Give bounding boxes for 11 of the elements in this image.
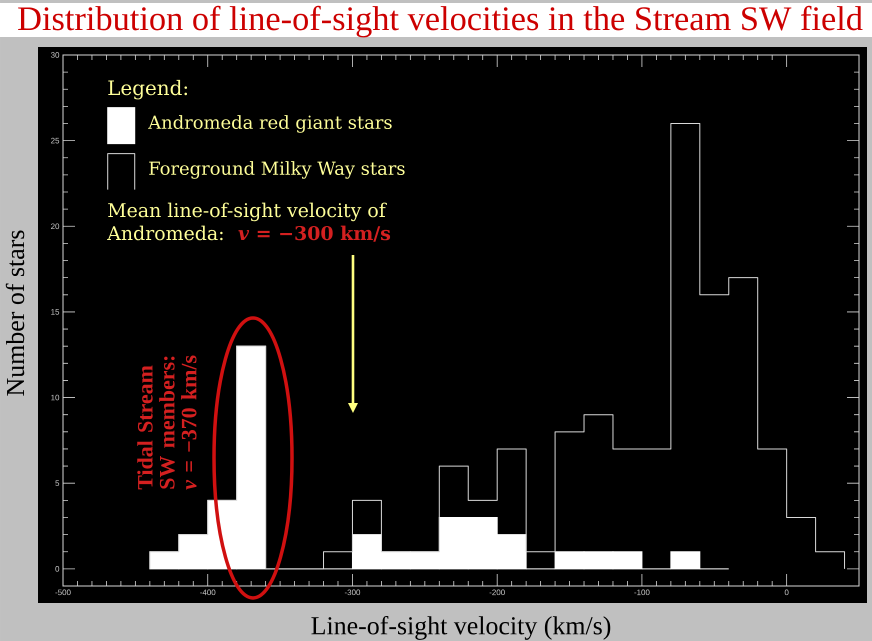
annotation: Andromeda: bbox=[107, 226, 223, 240]
annotation: v = −370 km/s bbox=[181, 356, 196, 490]
legend-label: Foreground Milky Way stars bbox=[149, 161, 405, 179]
annotation: Tidal Stream SW members: bbox=[137, 356, 175, 490]
annotation: v = −300 km/s bbox=[238, 226, 390, 242]
annotation: Mean line-of-sight velocity of bbox=[108, 202, 387, 222]
y-axis-title: Number of stars bbox=[6, 230, 24, 396]
legend-title: Legend: bbox=[108, 80, 188, 100]
chart-title: Distribution of line-of-sight velocities in the Stream SW field bbox=[18, 6, 863, 38]
x-axis-title: Line-of-sight velocity (km/s) bbox=[311, 616, 610, 640]
legend-label: Andromeda red giant stars bbox=[148, 115, 392, 133]
